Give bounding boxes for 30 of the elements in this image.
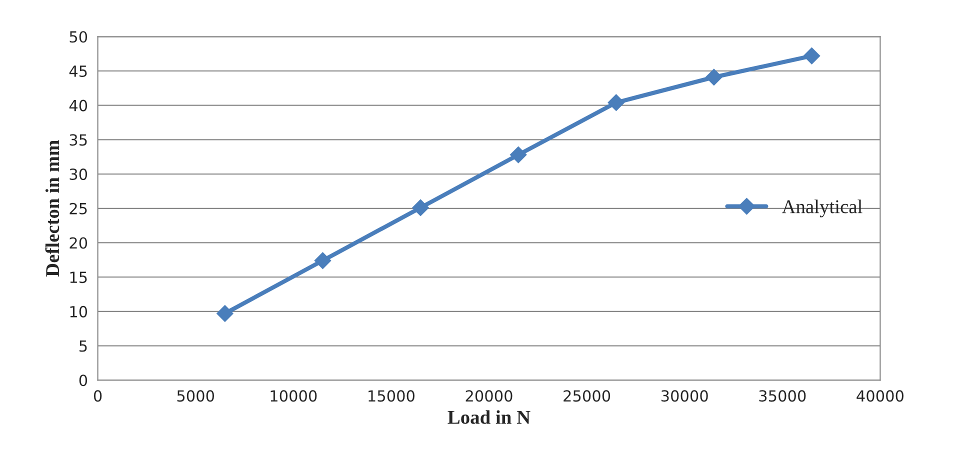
y-tick-label: 15: [70, 272, 87, 284]
point: [803, 48, 820, 64]
point: [216, 305, 234, 322]
x-axis-title: Load in N: [448, 410, 530, 424]
point: [608, 94, 625, 111]
x-tick-label: 15000: [368, 390, 414, 402]
y-tick-label: 50: [70, 31, 88, 43]
point: [412, 199, 429, 216]
legend-label: Analytical: [782, 200, 862, 218]
x-tick-label: 5000: [177, 390, 214, 402]
y-tick-label: 5: [80, 340, 87, 352]
y-tick-label: 30: [70, 168, 88, 180]
x-tick-label: 20000: [466, 390, 512, 402]
point: [706, 68, 722, 86]
x-tick-label: 30000: [661, 390, 708, 402]
y-tick-label: 35: [70, 134, 87, 146]
y-axis-title: Deflecton in mm: [45, 140, 60, 277]
y-tick-label: 10: [70, 306, 88, 318]
point: [510, 146, 527, 164]
point: [314, 252, 332, 269]
x-tick-label: 35000: [759, 390, 806, 402]
y-tick-label: 20: [70, 237, 88, 249]
y-tick-label: 45: [69, 66, 87, 78]
x-tick-label: 10000: [270, 390, 317, 402]
y-tick-label: 25: [70, 202, 87, 214]
x-tick-label: 0: [94, 390, 102, 402]
x-tick-label: 40000: [856, 390, 904, 402]
y-tick-label: 40: [69, 100, 88, 112]
x-tick-label: 25000: [564, 390, 610, 402]
y-tick-label: 0: [79, 374, 88, 386]
